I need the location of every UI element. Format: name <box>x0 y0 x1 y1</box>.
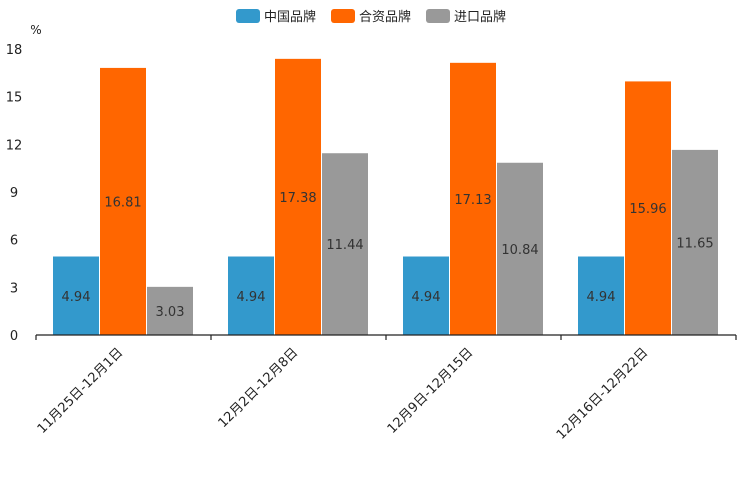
bar-2-1 <box>322 153 368 335</box>
y-tick-label-4: 12 <box>6 138 23 153</box>
x-tick-label-0: 11月25日-12月1日 <box>35 345 127 437</box>
y-tick-label-0: 0 <box>10 329 18 344</box>
y-axis: 0 3 6 9 12 15 18 <box>6 43 23 344</box>
x-axis: 11月25日-12月1日 12月2日-12月8日 12月9日-12月15日 12月16… <box>35 334 737 443</box>
y-axis-label: % <box>30 23 41 37</box>
data-label-2-2: 10.84 <box>501 243 538 258</box>
data-label-1-1: 17.38 <box>279 191 316 206</box>
legend-label-0: 中国品牌 <box>264 9 316 25</box>
bar-0-2 <box>403 256 449 335</box>
bar-1-2 <box>450 62 496 335</box>
x-tick-label-3: 12月16日-12月22日 <box>554 345 651 442</box>
legend-label-2: 进口品牌 <box>454 9 506 25</box>
legend-swatch-2 <box>426 9 450 23</box>
data-label-2-1: 11.44 <box>326 238 363 253</box>
bar-2-0 <box>147 286 193 335</box>
data-label-2-0: 3.03 <box>156 305 185 320</box>
y-tick-label-1: 3 <box>10 281 18 296</box>
bar-1-3 <box>625 81 671 335</box>
data-label-1-2: 17.13 <box>454 193 491 208</box>
bar-1-1 <box>275 58 321 336</box>
bar-0-0 <box>53 256 99 335</box>
y-tick-label-5: 15 <box>6 91 23 106</box>
bar-1-0 <box>100 67 146 335</box>
data-label-1-0: 16.81 <box>104 195 141 210</box>
bar-2-3 <box>672 149 718 335</box>
data-label-0-0: 4.94 <box>62 290 91 305</box>
legend-label-1: 合资品牌 <box>359 9 411 25</box>
y-tick-label-6: 18 <box>6 43 23 58</box>
legend: 中国品牌 合资品牌 进口品牌 <box>236 9 506 25</box>
data-label-2-3: 11.65 <box>676 236 713 251</box>
legend-swatch-1 <box>331 9 355 23</box>
bars: 4.94 16.81 3.03 4.94 17.38 11.44 4.94 17.13 10.8… <box>53 58 718 336</box>
legend-swatch-0 <box>236 9 260 23</box>
y-tick-label-2: 6 <box>10 234 18 249</box>
data-label-1-3: 15.96 <box>629 202 666 217</box>
x-tick-label-2: 12月9日-12月15日 <box>385 345 477 437</box>
bar-0-3 <box>578 256 624 335</box>
y-tick-label-3: 9 <box>10 186 18 201</box>
data-label-0-1: 4.94 <box>237 290 266 305</box>
x-tick-label-1: 12月2日-12月8日 <box>216 345 302 431</box>
bar-0-1 <box>228 256 274 335</box>
bar-2-2 <box>497 162 543 335</box>
data-label-0-3: 4.94 <box>587 290 616 305</box>
data-label-0-2: 4.94 <box>412 290 441 305</box>
